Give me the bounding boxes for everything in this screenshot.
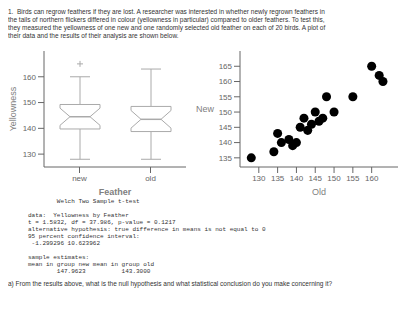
svg-text:140: 140 xyxy=(290,174,304,183)
svg-text:160: 160 xyxy=(365,174,379,183)
svg-text:145: 145 xyxy=(309,174,323,183)
svg-text:155: 155 xyxy=(346,174,360,183)
svg-text:150: 150 xyxy=(219,108,233,117)
svg-text:150: 150 xyxy=(23,98,37,107)
svg-text:130: 130 xyxy=(252,174,266,183)
svg-text:old: old xyxy=(145,174,156,183)
svg-text:160: 160 xyxy=(23,73,37,82)
svg-text:Old: Old xyxy=(312,187,326,195)
svg-text:130: 130 xyxy=(23,150,37,159)
html-text:a) From the results above, wha: a) From the results above, what is the n… xyxy=(8,280,333,287)
svg-text:160: 160 xyxy=(219,77,233,86)
svg-text:150: 150 xyxy=(327,174,341,183)
svg-text:165: 165 xyxy=(219,62,233,71)
svg-text:135: 135 xyxy=(271,174,285,183)
svg-text:New: New xyxy=(196,104,215,114)
svg-text:145: 145 xyxy=(219,123,233,132)
svg-text:Yellowness: Yellowness xyxy=(8,86,18,131)
html-text:1. Birds can regrow feathers i: 1. Birds can regrow feathers if they are… xyxy=(8,8,326,39)
svg-text:155: 155 xyxy=(219,93,233,102)
svg-text:new: new xyxy=(72,174,87,183)
html-text:Welch Two Sample t-test data:: Welch Two Sample t-test data: Yellowness… xyxy=(28,198,266,275)
svg-text:135: 135 xyxy=(219,154,233,163)
svg-text:Feather: Feather xyxy=(99,187,132,195)
svg-text:140: 140 xyxy=(219,138,233,147)
svg-text:140: 140 xyxy=(23,124,37,133)
